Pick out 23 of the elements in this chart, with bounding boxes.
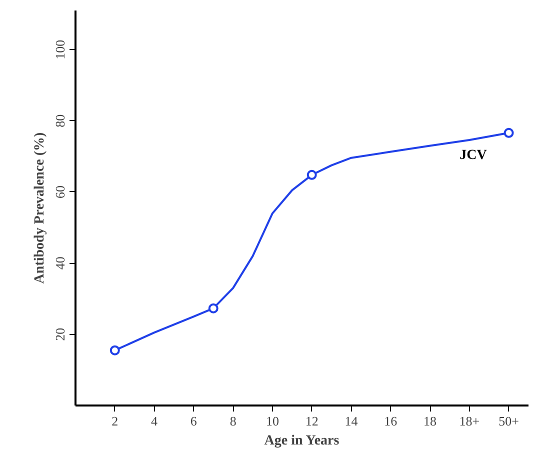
x-tick-label: 18 bbox=[424, 414, 437, 428]
y-tick-label: 100 bbox=[52, 40, 68, 60]
x-tick-label: 4 bbox=[151, 414, 158, 428]
x-tick-label: 10 bbox=[266, 414, 279, 428]
x-tick-label: 12 bbox=[305, 414, 318, 428]
x-tick-label: 6 bbox=[190, 414, 198, 428]
point bbox=[208, 303, 218, 314]
point bbox=[504, 128, 514, 138]
y-tick-label: 80 bbox=[52, 114, 68, 128]
x-tick-label: 8 bbox=[230, 414, 236, 428]
x-axis-title: Age in Years bbox=[264, 434, 340, 448]
y-tick-label: 40 bbox=[52, 256, 68, 270]
y-tick-label: 60 bbox=[52, 185, 68, 198]
x-tick-label: 2 bbox=[112, 414, 118, 428]
x-tick-label: 16 bbox=[384, 414, 398, 428]
series-label: JCV bbox=[460, 148, 487, 163]
y-tick-label: 20 bbox=[52, 328, 68, 341]
point bbox=[110, 345, 120, 356]
x-tick-label: 50+ bbox=[498, 414, 519, 428]
point bbox=[306, 170, 317, 180]
x-tick-label: 14 bbox=[344, 414, 358, 428]
x-tick-label: 18+ bbox=[459, 414, 480, 428]
y-axis-title: Antibody Prevalence (%) bbox=[32, 132, 48, 284]
